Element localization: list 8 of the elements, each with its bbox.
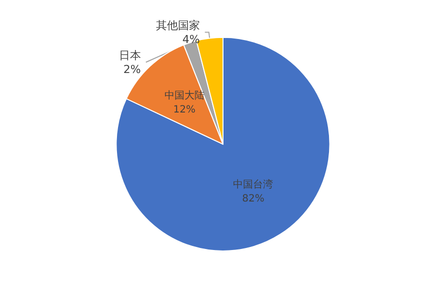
slice-label: 中国大陆	[164, 90, 204, 102]
data-label: 12%	[173, 104, 196, 116]
data-label: 2%	[123, 62, 141, 76]
data-label: 4%	[182, 32, 200, 46]
data-label: 82%	[242, 193, 264, 204]
slice-label: 中国台湾	[233, 178, 274, 190]
slice-label: 日本	[118, 48, 141, 62]
slice-label: 其他国家	[156, 18, 200, 32]
